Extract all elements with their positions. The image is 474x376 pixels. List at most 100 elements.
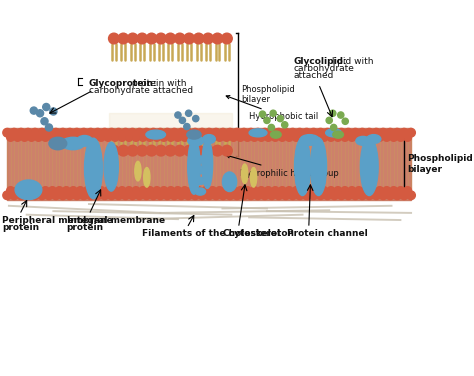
Circle shape	[233, 128, 241, 137]
Circle shape	[69, 186, 77, 194]
Circle shape	[198, 191, 206, 200]
Circle shape	[195, 186, 202, 194]
Text: protein: protein	[2, 223, 39, 232]
Ellipse shape	[271, 131, 281, 138]
Circle shape	[10, 128, 18, 137]
Ellipse shape	[187, 130, 201, 139]
Circle shape	[20, 133, 28, 141]
Circle shape	[128, 191, 137, 200]
Circle shape	[310, 191, 318, 200]
Bar	[109, 32, 231, 158]
Circle shape	[184, 191, 192, 200]
Circle shape	[329, 110, 336, 117]
Circle shape	[139, 186, 147, 194]
Circle shape	[274, 191, 283, 200]
Circle shape	[69, 133, 77, 141]
Circle shape	[109, 33, 119, 44]
Circle shape	[142, 128, 151, 137]
Circle shape	[264, 117, 270, 123]
Circle shape	[407, 191, 415, 200]
Circle shape	[400, 191, 409, 200]
Text: Peripheral membrane: Peripheral membrane	[2, 215, 112, 224]
Text: Hydrophilic head group: Hydrophilic head group	[226, 155, 339, 177]
Circle shape	[250, 133, 258, 141]
Circle shape	[137, 145, 147, 156]
Circle shape	[35, 186, 42, 194]
Circle shape	[121, 191, 130, 200]
Circle shape	[163, 128, 172, 137]
Circle shape	[310, 128, 318, 137]
Text: Protein channel: Protein channel	[286, 229, 367, 238]
Circle shape	[65, 128, 74, 137]
Circle shape	[181, 133, 189, 141]
Circle shape	[97, 186, 105, 194]
Text: Hydrophobic tail: Hydrophobic tail	[226, 96, 319, 121]
Circle shape	[128, 33, 138, 44]
Circle shape	[80, 128, 88, 137]
Ellipse shape	[222, 172, 237, 191]
Circle shape	[174, 33, 185, 44]
Circle shape	[229, 186, 237, 194]
Circle shape	[156, 191, 164, 200]
Ellipse shape	[366, 135, 381, 144]
Circle shape	[365, 191, 374, 200]
Circle shape	[155, 145, 166, 156]
Circle shape	[167, 133, 175, 141]
Circle shape	[121, 128, 130, 137]
Circle shape	[244, 133, 251, 141]
Circle shape	[285, 186, 293, 194]
Circle shape	[379, 128, 387, 137]
Circle shape	[337, 128, 346, 137]
Circle shape	[320, 133, 328, 141]
Circle shape	[65, 191, 74, 200]
Circle shape	[393, 191, 401, 200]
Circle shape	[188, 133, 196, 141]
Circle shape	[221, 33, 232, 44]
Circle shape	[404, 133, 411, 141]
Ellipse shape	[195, 188, 206, 195]
Circle shape	[7, 133, 15, 141]
Circle shape	[212, 191, 220, 200]
Ellipse shape	[333, 131, 344, 138]
Circle shape	[223, 186, 230, 194]
Circle shape	[93, 128, 102, 137]
Circle shape	[302, 128, 311, 137]
Circle shape	[160, 133, 168, 141]
Circle shape	[27, 186, 36, 194]
Circle shape	[407, 128, 415, 137]
Circle shape	[219, 128, 228, 137]
Circle shape	[267, 191, 276, 200]
Text: Filaments of the cytoskeleton: Filaments of the cytoskeleton	[142, 229, 294, 238]
Ellipse shape	[202, 139, 213, 188]
Circle shape	[320, 186, 328, 194]
Circle shape	[203, 145, 213, 156]
Circle shape	[313, 186, 321, 194]
Circle shape	[128, 128, 137, 137]
Circle shape	[393, 128, 401, 137]
Circle shape	[20, 186, 28, 194]
Circle shape	[149, 128, 158, 137]
Circle shape	[14, 133, 21, 141]
Circle shape	[282, 128, 290, 137]
Circle shape	[55, 186, 64, 194]
Circle shape	[240, 128, 248, 137]
Circle shape	[153, 133, 161, 141]
Circle shape	[125, 186, 133, 194]
Circle shape	[76, 133, 84, 141]
Circle shape	[306, 133, 314, 141]
Circle shape	[73, 128, 81, 137]
Circle shape	[219, 191, 228, 200]
Text: Glycolipid:: Glycolipid:	[293, 57, 347, 66]
Circle shape	[285, 133, 293, 141]
Circle shape	[254, 128, 262, 137]
Ellipse shape	[104, 142, 118, 191]
Circle shape	[17, 191, 25, 200]
Circle shape	[288, 128, 297, 137]
Circle shape	[205, 128, 213, 137]
Circle shape	[185, 110, 192, 117]
Circle shape	[114, 191, 123, 200]
Circle shape	[257, 186, 265, 194]
Circle shape	[250, 186, 258, 194]
Circle shape	[63, 133, 70, 141]
Circle shape	[372, 128, 381, 137]
